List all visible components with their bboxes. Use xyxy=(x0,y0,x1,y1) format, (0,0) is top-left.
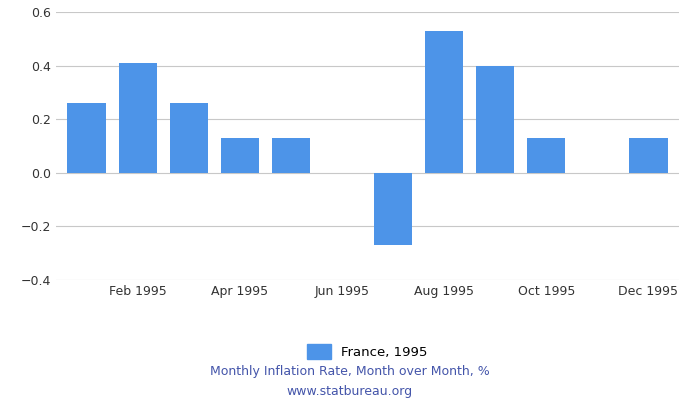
Bar xyxy=(272,138,310,173)
Bar xyxy=(169,103,208,173)
Bar xyxy=(425,31,463,173)
Bar xyxy=(220,138,259,173)
Bar xyxy=(476,66,514,173)
Legend: France, 1995: France, 1995 xyxy=(307,344,428,359)
Bar xyxy=(118,63,157,173)
Bar xyxy=(527,138,566,173)
Bar xyxy=(374,173,412,245)
Bar xyxy=(67,103,106,173)
Bar xyxy=(629,138,668,173)
Text: Monthly Inflation Rate, Month over Month, %
www.statbureau.org: Monthly Inflation Rate, Month over Month… xyxy=(210,366,490,398)
